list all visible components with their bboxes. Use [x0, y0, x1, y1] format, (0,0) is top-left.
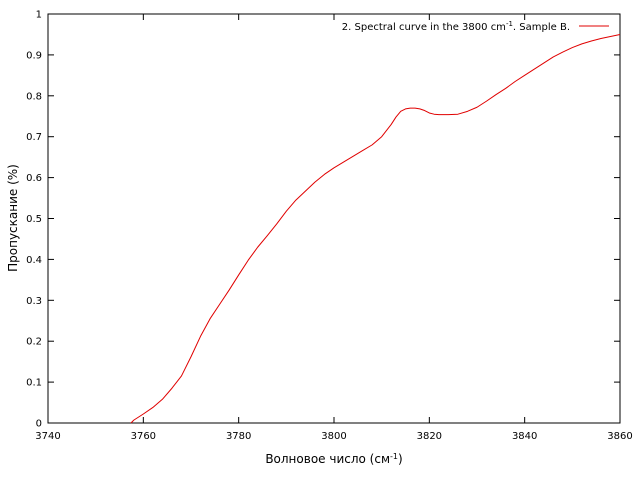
- y-tick-label: 0.6: [26, 173, 42, 184]
- y-tick-label: 0.7: [26, 132, 42, 143]
- x-tick-label: 3800: [321, 431, 346, 442]
- x-tick-label: 3820: [417, 431, 442, 442]
- plot-frame: [47, 13, 621, 424]
- legend-label: 2. Spectral curve in the 3800 cm-1. Samp…: [342, 20, 570, 33]
- y-tick-label: 0.5: [26, 214, 42, 225]
- x-tick-label: 3840: [512, 431, 537, 442]
- x-tick-label: 3780: [226, 431, 251, 442]
- y-tick-label: 0.8: [26, 91, 42, 102]
- legend: 2. Spectral curve in the 3800 cm-1. Samp…: [342, 20, 609, 33]
- y-tick-label: 0.4: [26, 255, 42, 266]
- x-tick-label: 3760: [131, 431, 156, 442]
- x-axis-title: Волновое число (см-1): [265, 452, 402, 467]
- y-tick-label: 1: [36, 10, 42, 21]
- series-line: [130, 33, 621, 424]
- x-axis-title-sup: -1: [390, 452, 398, 461]
- y-tick-label: 0.2: [26, 337, 42, 348]
- y-tick-label: 0.3: [26, 296, 42, 307]
- y-axis-title: Пропускание (%): [6, 164, 20, 272]
- y-tick-label: 0.1: [26, 378, 42, 389]
- y-tick-label: 0.9: [26, 50, 42, 61]
- tick-labels: 3740 3760 3780 3800 3820 3840 3860 0 0.1 0.2 0.3 0.…: [26, 10, 633, 443]
- y-tick-label: 0: [36, 419, 42, 430]
- series: [130, 33, 621, 424]
- x-tick-label: 3860: [607, 431, 632, 442]
- ticks: [47, 13, 621, 424]
- x-tick-label: 3740: [35, 431, 60, 442]
